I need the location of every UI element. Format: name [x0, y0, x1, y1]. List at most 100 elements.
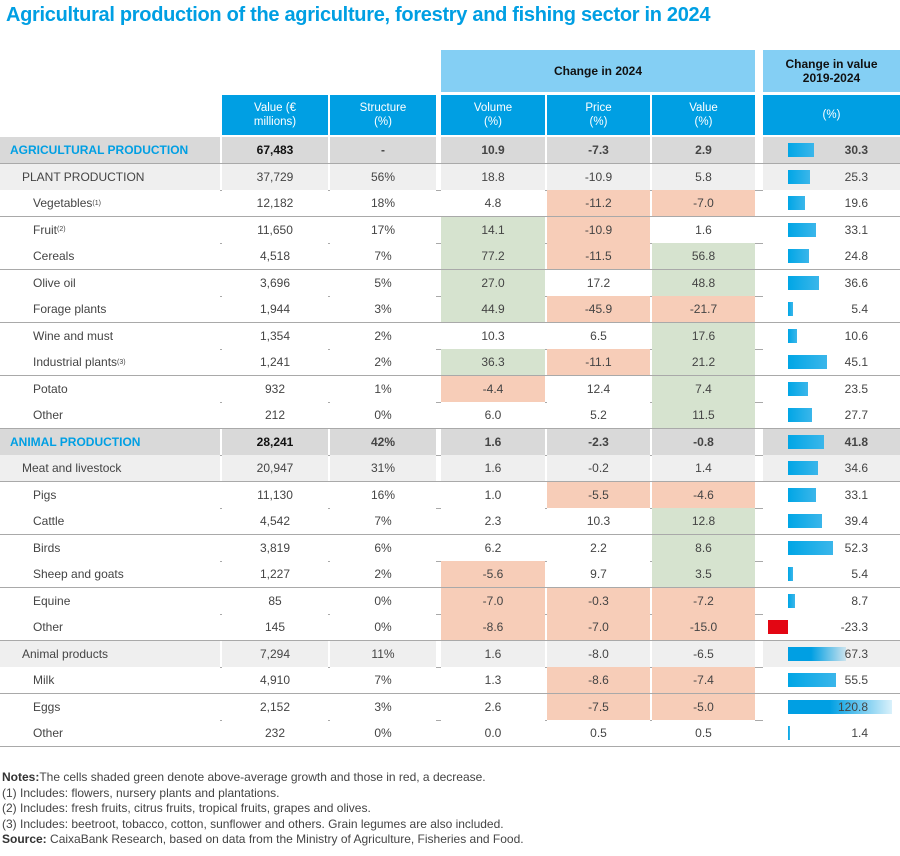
cell-volume: 1.6 [441, 428, 545, 455]
change-bar [788, 434, 824, 449]
row-label-text: Animal products [22, 646, 109, 661]
row-label: PLANT PRODUCTION [0, 163, 220, 190]
cell-price: -0.2 [547, 455, 650, 481]
cell-value-change: 11.5 [652, 402, 755, 428]
cell-change-2019-2024: 5.4 [763, 296, 900, 322]
change-value: 24.8 [844, 249, 868, 263]
cell-price: -7.5 [547, 693, 650, 720]
row-label: Other [0, 402, 220, 428]
row-label-text: Industrial plants [33, 355, 118, 369]
cell-value-change: -7.4 [652, 667, 755, 693]
cell-structure: 0% [330, 720, 436, 746]
cell-value-change: 2.9 [652, 137, 755, 163]
cell-value-change: 3.5 [652, 561, 755, 587]
cell-volume: 1.6 [441, 455, 545, 481]
cell-price: -10.9 [547, 216, 650, 243]
row-label: Potato [0, 375, 220, 402]
row-label: Eggs [0, 693, 220, 720]
cell-value: 232 [222, 720, 328, 746]
cell-volume: 44.9 [441, 296, 545, 322]
cell-value-change: 5.8 [652, 163, 755, 190]
cell-change-2019-2024: 120.8 [763, 693, 900, 720]
change-value: 5.4 [851, 567, 868, 581]
row-label-text: Pigs [33, 487, 57, 502]
cell-volume: 1.3 [441, 667, 545, 693]
row-divider [0, 746, 900, 747]
cell-change-2019-2024: 27.7 [763, 402, 900, 428]
cell-structure: 6% [330, 534, 436, 561]
cell-price: -11.2 [547, 190, 650, 216]
cell-change-2019-2024: 55.5 [763, 667, 900, 693]
cell-volume: 2.6 [441, 693, 545, 720]
cell-change-2019-2024: 36.6 [763, 269, 900, 296]
cell-price: -11.1 [547, 349, 650, 375]
row-label-text: AGRICULTURAL PRODUCTION [10, 143, 189, 157]
cell-value: 4,542 [222, 508, 328, 534]
change-value: 36.6 [844, 275, 868, 290]
row-label-text: Milk [33, 673, 55, 687]
cell-change-2019-2024: 45.1 [763, 349, 900, 375]
cell-volume: 27.0 [441, 269, 545, 296]
cell-value: 932 [222, 375, 328, 402]
row-label-text: Other [33, 620, 64, 634]
source-label: Source: [2, 832, 47, 846]
cell-structure: 56% [330, 163, 436, 190]
cell-price: 9.7 [547, 561, 650, 587]
change-bar [788, 726, 790, 740]
cell-structure: 31% [330, 455, 436, 481]
change-value: -23.3 [840, 620, 868, 634]
cell-price: -11.5 [547, 243, 650, 269]
cell-value-change: 1.4 [652, 455, 755, 481]
row-label: Forage plants [0, 296, 220, 322]
cell-volume: -4.4 [441, 375, 545, 402]
cell-change-2019-2024: 24.8 [763, 243, 900, 269]
cell-change-2019-2024: 39.4 [763, 508, 900, 534]
cell-value: 1,241 [222, 349, 328, 375]
row-label-text: Olive oil [33, 275, 76, 290]
cell-value-change: -4.6 [652, 481, 755, 508]
change-value: 30.3 [844, 143, 868, 157]
note-3: (3) Includes: beetroot, tobacco, cotton,… [2, 816, 504, 831]
cell-value-change: -7.2 [652, 587, 755, 614]
footnote-marker: (2) [57, 226, 66, 233]
change-bar [788, 381, 809, 396]
cell-volume: 36.3 [441, 349, 545, 375]
cell-value: 85 [222, 587, 328, 614]
note-1: (1) Includes: flowers, nursery plants an… [2, 785, 280, 800]
change-value: 10.6 [844, 328, 868, 343]
cell-value-change: 56.8 [652, 243, 755, 269]
row-label-text: ANIMAL PRODUCTION [10, 434, 141, 449]
row-label-text: PLANT PRODUCTION [22, 169, 145, 184]
row-label-text: Fruit [33, 222, 57, 237]
change-bar [788, 196, 805, 210]
cell-volume: -8.6 [441, 614, 545, 640]
cell-value: 212 [222, 402, 328, 428]
row-label: Animal products [0, 640, 220, 667]
cell-price: 12.4 [547, 375, 650, 402]
source-text: CaixaBank Research, based on data from t… [46, 832, 524, 846]
row-label: Cereals [0, 243, 220, 269]
change-bar [788, 408, 812, 422]
row-label: Birds [0, 534, 220, 561]
change-value: 120.8 [837, 699, 868, 714]
change-value: 25.3 [844, 169, 868, 184]
cell-change-2019-2024: -23.3 [763, 614, 900, 640]
row-label-text: Equine [33, 593, 71, 608]
cell-value: 2,152 [222, 693, 328, 720]
cell-value: 145 [222, 614, 328, 640]
cell-volume: 4.8 [441, 190, 545, 216]
row-label: Other [0, 614, 220, 640]
header-change-pct: (%) [763, 95, 900, 135]
cell-value-change: 8.6 [652, 534, 755, 561]
row-label-text: Birds [33, 540, 61, 555]
change-bar [788, 302, 793, 316]
cell-structure: 42% [330, 428, 436, 455]
cell-price: -8.0 [547, 640, 650, 667]
cell-value: 11,650 [222, 216, 328, 243]
cell-value: 12,182 [222, 190, 328, 216]
cell-structure: - [330, 137, 436, 163]
cell-value: 1,227 [222, 561, 328, 587]
cell-value: 1,944 [222, 296, 328, 322]
change-value: 55.5 [844, 673, 868, 687]
